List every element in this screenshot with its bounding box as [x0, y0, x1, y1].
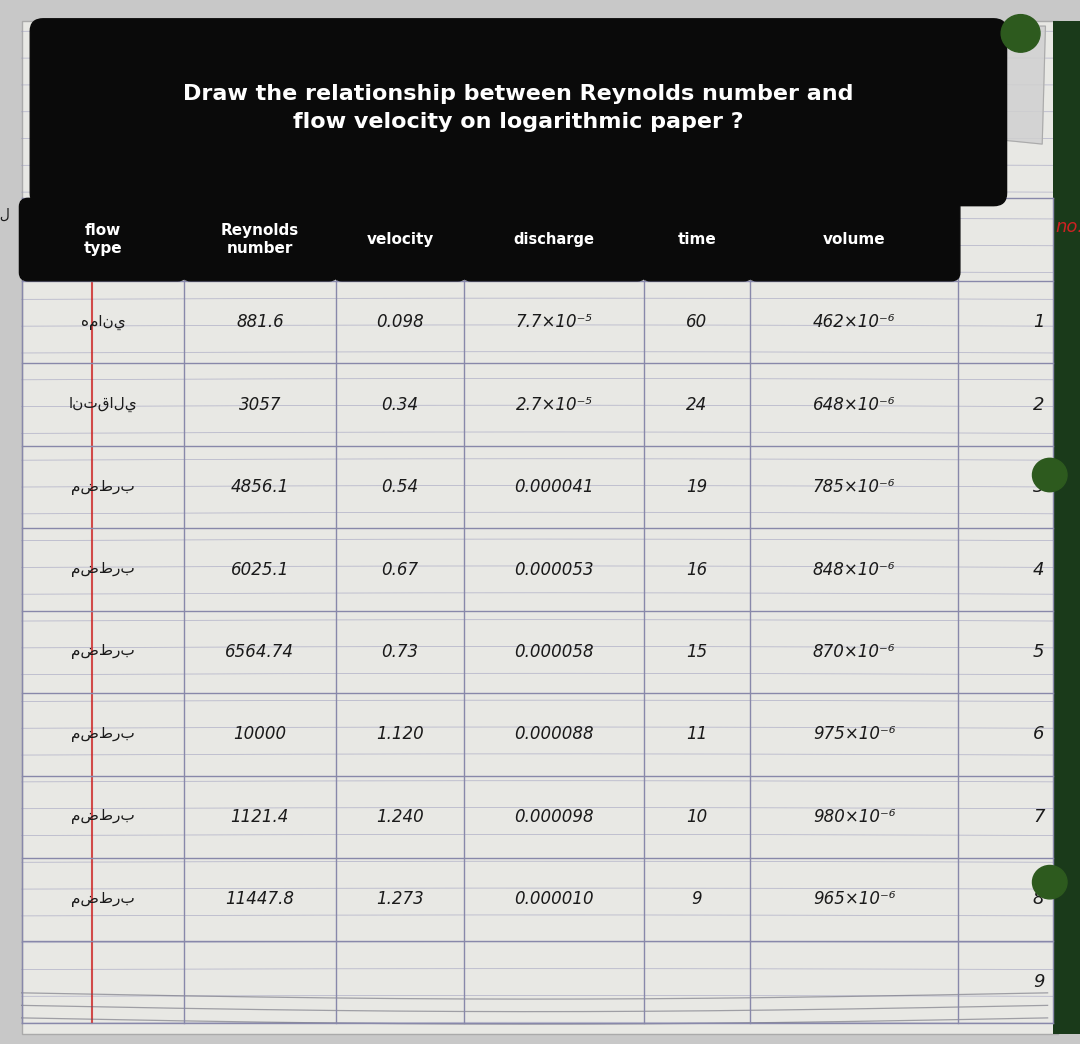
Text: 0.73: 0.73: [381, 643, 419, 661]
FancyBboxPatch shape: [1053, 21, 1080, 1034]
FancyBboxPatch shape: [462, 198, 646, 281]
Text: 0.000010: 0.000010: [514, 891, 594, 908]
Text: 0.000088: 0.000088: [514, 726, 594, 743]
Text: 870×10⁻⁶: 870×10⁻⁶: [813, 643, 895, 661]
Text: مضطرب: مضطرب: [71, 562, 135, 577]
Text: 1121.4: 1121.4: [231, 808, 289, 826]
Text: velocity: velocity: [366, 232, 434, 247]
Polygon shape: [907, 26, 1045, 144]
Text: 1.273: 1.273: [376, 891, 423, 908]
Text: Reynolds
number: Reynolds number: [220, 223, 299, 256]
Text: 0.000041: 0.000041: [514, 478, 594, 496]
Text: 2: 2: [1032, 396, 1044, 413]
Text: مضطرب: مضطرب: [71, 809, 135, 825]
FancyBboxPatch shape: [334, 198, 467, 281]
Text: 7: 7: [1032, 808, 1044, 826]
Text: 5: 5: [1032, 643, 1044, 661]
Text: 6025.1: 6025.1: [231, 561, 289, 578]
Text: time: time: [677, 232, 716, 247]
Text: 19: 19: [687, 478, 707, 496]
Text: 462×10⁻⁶: 462×10⁻⁶: [813, 313, 895, 331]
FancyBboxPatch shape: [30, 19, 1007, 206]
Text: 785×10⁻⁶: 785×10⁻⁶: [813, 478, 895, 496]
Text: 60: 60: [687, 313, 707, 331]
Text: ال: ال: [0, 208, 11, 222]
Text: Draw the relationship between Reynolds number and
flow velocity on logarithmic p: Draw the relationship between Reynolds n…: [184, 84, 853, 133]
Text: 0.000058: 0.000058: [514, 643, 594, 661]
Text: 1: 1: [1032, 313, 1044, 331]
Text: 7.7×10⁻⁵: 7.7×10⁻⁵: [515, 313, 593, 331]
Text: مضطرب: مضطرب: [71, 727, 135, 742]
Text: 15: 15: [687, 643, 707, 661]
Text: 0.098: 0.098: [376, 313, 423, 331]
Text: 24: 24: [687, 396, 707, 413]
Text: 2.7×10⁻⁵: 2.7×10⁻⁵: [515, 396, 593, 413]
Text: انتقالي: انتقالي: [68, 397, 137, 412]
FancyBboxPatch shape: [22, 21, 1058, 1034]
Text: 0.34: 0.34: [381, 396, 419, 413]
Text: 6564.74: 6564.74: [226, 643, 295, 661]
Text: 965×10⁻⁶: 965×10⁻⁶: [813, 891, 895, 908]
Text: 10: 10: [687, 808, 707, 826]
Text: 1.240: 1.240: [376, 808, 423, 826]
Text: 975×10⁻⁶: 975×10⁻⁶: [813, 726, 895, 743]
Text: 0.67: 0.67: [381, 561, 419, 578]
Text: مضطرب: مضطرب: [71, 644, 135, 660]
Text: 4856.1: 4856.1: [231, 478, 289, 496]
Text: 16: 16: [687, 561, 707, 578]
FancyBboxPatch shape: [19, 198, 187, 281]
Text: 8: 8: [1032, 891, 1044, 908]
Text: 648×10⁻⁶: 648×10⁻⁶: [813, 396, 895, 413]
Text: 10000: 10000: [233, 726, 286, 743]
Text: 0.000098: 0.000098: [514, 808, 594, 826]
Text: 1.120: 1.120: [376, 726, 423, 743]
Text: 3057: 3057: [239, 396, 281, 413]
Text: مضطرب: مضطرب: [71, 892, 135, 907]
Text: discharge: discharge: [514, 232, 595, 247]
Text: هماني: هماني: [81, 314, 125, 330]
Text: no.: no.: [1055, 218, 1080, 236]
Text: مضطرب: مضطرب: [71, 479, 135, 495]
Text: 980×10⁻⁶: 980×10⁻⁶: [813, 808, 895, 826]
FancyBboxPatch shape: [642, 198, 753, 281]
FancyBboxPatch shape: [183, 198, 338, 281]
FancyBboxPatch shape: [748, 198, 960, 281]
Text: volume: volume: [823, 232, 886, 247]
Text: 3: 3: [1032, 478, 1044, 496]
Text: 9: 9: [1032, 973, 1044, 991]
Text: 4: 4: [1032, 561, 1044, 578]
Text: 0.000053: 0.000053: [514, 561, 594, 578]
Text: flow
type: flow type: [83, 223, 122, 256]
Circle shape: [1001, 15, 1040, 52]
Text: 11: 11: [687, 726, 707, 743]
Circle shape: [1032, 865, 1067, 899]
Text: 6: 6: [1032, 726, 1044, 743]
Text: 9: 9: [692, 891, 702, 908]
Circle shape: [1032, 458, 1067, 492]
Text: 0.54: 0.54: [381, 478, 419, 496]
Text: 11447.8: 11447.8: [226, 891, 295, 908]
Text: 848×10⁻⁶: 848×10⁻⁶: [813, 561, 895, 578]
Text: 881.6: 881.6: [235, 313, 284, 331]
